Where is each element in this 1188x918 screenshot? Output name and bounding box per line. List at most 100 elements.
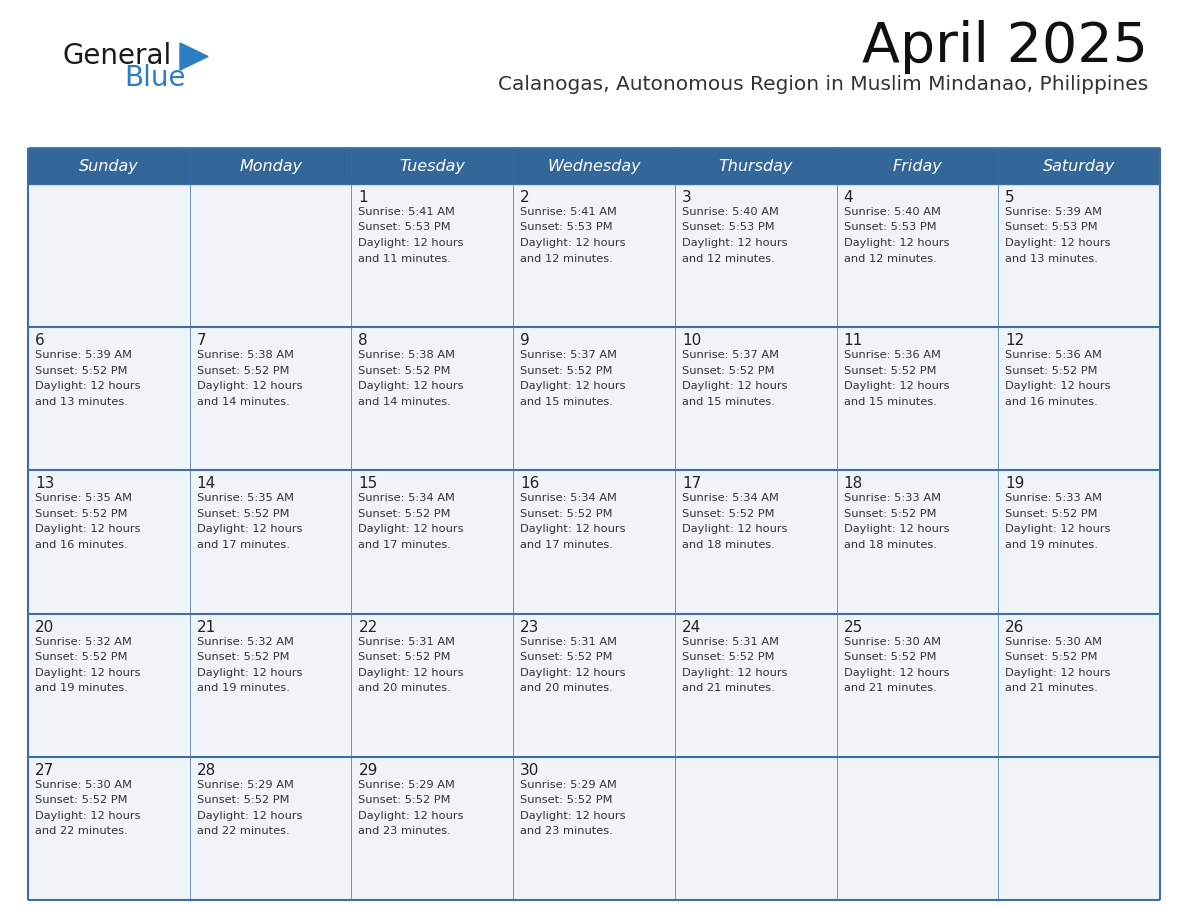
Text: Sunset: 5:52 PM: Sunset: 5:52 PM: [520, 795, 613, 805]
Text: Daylight: 12 hours: Daylight: 12 hours: [843, 381, 949, 391]
Text: Blue: Blue: [124, 64, 185, 92]
Text: Daylight: 12 hours: Daylight: 12 hours: [197, 811, 302, 821]
Text: Monday: Monday: [239, 159, 302, 174]
Text: Sunrise: 5:29 AM: Sunrise: 5:29 AM: [359, 779, 455, 789]
Text: Sunrise: 5:30 AM: Sunrise: 5:30 AM: [1005, 636, 1102, 646]
Text: Sunrise: 5:41 AM: Sunrise: 5:41 AM: [520, 207, 617, 217]
Text: Sunrise: 5:33 AM: Sunrise: 5:33 AM: [843, 493, 941, 503]
Text: Sunrise: 5:34 AM: Sunrise: 5:34 AM: [520, 493, 617, 503]
Text: Daylight: 12 hours: Daylight: 12 hours: [520, 238, 626, 248]
Text: Sunset: 5:52 PM: Sunset: 5:52 PM: [359, 795, 451, 805]
Text: Sunset: 5:52 PM: Sunset: 5:52 PM: [682, 509, 775, 519]
Text: and 19 minutes.: and 19 minutes.: [1005, 540, 1098, 550]
Text: 2: 2: [520, 190, 530, 205]
Text: Sunrise: 5:41 AM: Sunrise: 5:41 AM: [359, 207, 455, 217]
Text: 8: 8: [359, 333, 368, 348]
Bar: [998, 148, 1159, 184]
Text: 19: 19: [1005, 476, 1025, 491]
Bar: [190, 148, 352, 184]
Text: and 17 minutes.: and 17 minutes.: [359, 540, 451, 550]
Text: and 13 minutes.: and 13 minutes.: [1005, 253, 1098, 263]
Text: Sunrise: 5:29 AM: Sunrise: 5:29 AM: [520, 779, 617, 789]
Text: Daylight: 12 hours: Daylight: 12 hours: [1005, 238, 1111, 248]
Text: Sunrise: 5:33 AM: Sunrise: 5:33 AM: [1005, 493, 1102, 503]
Text: Daylight: 12 hours: Daylight: 12 hours: [682, 238, 788, 248]
Text: Daylight: 12 hours: Daylight: 12 hours: [682, 524, 788, 534]
Text: Sunset: 5:52 PM: Sunset: 5:52 PM: [1005, 652, 1098, 662]
Text: Saturday: Saturday: [1043, 159, 1116, 174]
Text: and 12 minutes.: and 12 minutes.: [682, 253, 775, 263]
Text: Thursday: Thursday: [719, 159, 792, 174]
Text: Sunset: 5:52 PM: Sunset: 5:52 PM: [843, 509, 936, 519]
Text: Sunrise: 5:36 AM: Sunrise: 5:36 AM: [1005, 350, 1102, 360]
Text: Sunset: 5:52 PM: Sunset: 5:52 PM: [682, 652, 775, 662]
Text: and 16 minutes.: and 16 minutes.: [34, 540, 128, 550]
Text: and 13 minutes.: and 13 minutes.: [34, 397, 128, 407]
Text: General: General: [62, 42, 171, 70]
Text: Daylight: 12 hours: Daylight: 12 hours: [34, 811, 140, 821]
Text: 22: 22: [359, 620, 378, 634]
Bar: [352, 148, 513, 184]
Text: Sunset: 5:52 PM: Sunset: 5:52 PM: [843, 652, 936, 662]
Text: 23: 23: [520, 620, 539, 634]
Bar: [29, 148, 190, 184]
Text: 3: 3: [682, 190, 691, 205]
Text: Sunrise: 5:31 AM: Sunrise: 5:31 AM: [682, 636, 779, 646]
Text: Sunset: 5:53 PM: Sunset: 5:53 PM: [1005, 222, 1098, 232]
Text: and 11 minutes.: and 11 minutes.: [359, 253, 451, 263]
Text: Wednesday: Wednesday: [548, 159, 640, 174]
Text: and 23 minutes.: and 23 minutes.: [359, 826, 451, 836]
Text: Daylight: 12 hours: Daylight: 12 hours: [843, 667, 949, 677]
Text: and 23 minutes.: and 23 minutes.: [520, 826, 613, 836]
Bar: [29, 148, 1159, 900]
Text: Sunset: 5:52 PM: Sunset: 5:52 PM: [359, 365, 451, 375]
Text: Daylight: 12 hours: Daylight: 12 hours: [843, 238, 949, 248]
Text: Sunset: 5:52 PM: Sunset: 5:52 PM: [197, 795, 289, 805]
Text: Sunset: 5:52 PM: Sunset: 5:52 PM: [197, 652, 289, 662]
Bar: [836, 148, 998, 184]
Text: Sunrise: 5:37 AM: Sunrise: 5:37 AM: [682, 350, 779, 360]
Bar: [675, 148, 836, 184]
Text: Sunset: 5:52 PM: Sunset: 5:52 PM: [520, 509, 613, 519]
Text: and 12 minutes.: and 12 minutes.: [520, 253, 613, 263]
Text: Sunrise: 5:31 AM: Sunrise: 5:31 AM: [359, 636, 455, 646]
Text: Sunrise: 5:38 AM: Sunrise: 5:38 AM: [197, 350, 293, 360]
Text: Tuesday: Tuesday: [399, 159, 466, 174]
Text: Sunset: 5:52 PM: Sunset: 5:52 PM: [520, 365, 613, 375]
Text: Sunset: 5:53 PM: Sunset: 5:53 PM: [520, 222, 613, 232]
Text: Daylight: 12 hours: Daylight: 12 hours: [359, 381, 465, 391]
Text: Friday: Friday: [892, 159, 942, 174]
Text: 20: 20: [34, 620, 55, 634]
Text: and 14 minutes.: and 14 minutes.: [197, 397, 290, 407]
Text: Sunrise: 5:36 AM: Sunrise: 5:36 AM: [843, 350, 941, 360]
Text: Sunset: 5:53 PM: Sunset: 5:53 PM: [843, 222, 936, 232]
Text: Daylight: 12 hours: Daylight: 12 hours: [359, 667, 465, 677]
Text: and 20 minutes.: and 20 minutes.: [359, 683, 451, 693]
Text: and 17 minutes.: and 17 minutes.: [197, 540, 290, 550]
Text: Sunrise: 5:30 AM: Sunrise: 5:30 AM: [34, 779, 132, 789]
Text: Daylight: 12 hours: Daylight: 12 hours: [359, 238, 465, 248]
Text: Sunset: 5:53 PM: Sunset: 5:53 PM: [359, 222, 451, 232]
Text: Sunday: Sunday: [78, 159, 139, 174]
Polygon shape: [181, 43, 208, 70]
Text: and 15 minutes.: and 15 minutes.: [843, 397, 936, 407]
Text: 14: 14: [197, 476, 216, 491]
Text: Sunset: 5:52 PM: Sunset: 5:52 PM: [520, 652, 613, 662]
Text: Sunrise: 5:37 AM: Sunrise: 5:37 AM: [520, 350, 617, 360]
Text: Sunrise: 5:32 AM: Sunrise: 5:32 AM: [197, 636, 293, 646]
Text: Sunrise: 5:39 AM: Sunrise: 5:39 AM: [1005, 207, 1102, 217]
Text: and 18 minutes.: and 18 minutes.: [843, 540, 936, 550]
Text: and 12 minutes.: and 12 minutes.: [843, 253, 936, 263]
Text: Sunrise: 5:34 AM: Sunrise: 5:34 AM: [682, 493, 778, 503]
Text: 25: 25: [843, 620, 862, 634]
Text: 1: 1: [359, 190, 368, 205]
Text: Sunset: 5:52 PM: Sunset: 5:52 PM: [34, 652, 127, 662]
Text: Daylight: 12 hours: Daylight: 12 hours: [197, 381, 302, 391]
Text: 15: 15: [359, 476, 378, 491]
Text: 17: 17: [682, 476, 701, 491]
Text: Sunset: 5:52 PM: Sunset: 5:52 PM: [34, 365, 127, 375]
Text: Daylight: 12 hours: Daylight: 12 hours: [197, 667, 302, 677]
Text: Daylight: 12 hours: Daylight: 12 hours: [682, 667, 788, 677]
Text: Sunset: 5:52 PM: Sunset: 5:52 PM: [1005, 365, 1098, 375]
Text: Sunset: 5:52 PM: Sunset: 5:52 PM: [197, 509, 289, 519]
